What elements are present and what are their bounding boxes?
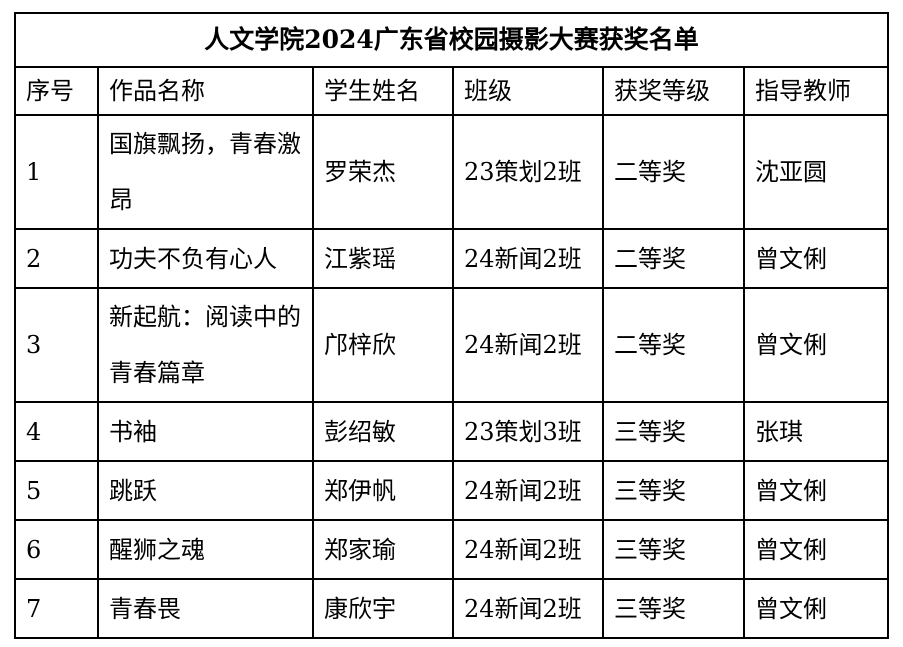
table-row: 5 跳跃 郑伊帆 24新闻2班 三等奖 曾文俐 (14, 460, 890, 521)
table-cell: 7 (14, 578, 99, 639)
table-cell: 罗荣杰 (312, 114, 454, 230)
header-cell-5: 指导教师 (742, 66, 890, 116)
table-cell: 24新闻2班 (452, 519, 604, 580)
table-cell: 书袖 (97, 401, 314, 462)
table-cell: 2 (14, 228, 99, 289)
table-title: 人文学院2024广东省校园摄影大赛获奖名单 (13, 12, 890, 68)
table-cell: 二等奖 (602, 114, 745, 230)
table-cell: 3 (14, 287, 99, 403)
header-cell-1: 作品名称 (97, 66, 314, 116)
table-cell: 三等奖 (602, 578, 745, 639)
table-cell: 沈亚圆 (742, 114, 890, 230)
table-row: 1 国旗飘扬，青春激昂 罗荣杰 23策划2班 二等奖 沈亚圆 (14, 114, 890, 230)
table-cell: 二等奖 (602, 228, 745, 289)
table-cell: 曾文俐 (742, 287, 890, 403)
table-cell: 康欣宇 (312, 578, 454, 639)
header-cell-4: 获奖等级 (602, 66, 745, 116)
table-cell: 24新闻2班 (452, 287, 604, 403)
table-cell: 三等奖 (602, 519, 745, 580)
table-row: 4 书袖 彭绍敏 23策划3班 三等奖 张琪 (14, 401, 890, 462)
table-cell: 24新闻2班 (452, 228, 604, 289)
header-cell-2: 学生姓名 (312, 66, 454, 116)
title-row: 人文学院2024广东省校园摄影大赛获奖名单 (13, 12, 890, 68)
header-row: 序号 作品名称 学生姓名 班级 获奖等级 指导教师 (14, 66, 890, 116)
table-cell: 曾文俐 (742, 519, 890, 580)
table-cell: 1 (14, 114, 99, 230)
table-cell: 郑家瑜 (312, 519, 454, 580)
table-cell: 三等奖 (602, 401, 745, 462)
table-row: 3 新起航：阅读中的青春篇章 邝梓欣 24新闻2班 二等奖 曾文俐 (14, 287, 890, 403)
table-cell: 郑伊帆 (312, 460, 454, 521)
table-cell: 新起航：阅读中的青春篇章 (97, 287, 314, 403)
table-cell: 功夫不负有心人 (97, 228, 314, 289)
table-cell: 国旗飘扬，青春激昂 (97, 114, 314, 230)
table-cell: 曾文俐 (742, 228, 890, 289)
table-row: 2 功夫不负有心人 江紫瑶 24新闻2班 二等奖 曾文俐 (14, 228, 890, 289)
table-cell: 5 (14, 460, 99, 521)
table-row: 7 青春畏 康欣宇 24新闻2班 三等奖 曾文俐 (14, 578, 890, 639)
header-cell-0: 序号 (14, 66, 99, 116)
table-cell: 青春畏 (97, 578, 314, 639)
table-row: 6 醒狮之魂 郑家瑜 24新闻2班 三等奖 曾文俐 (14, 519, 890, 580)
table-cell: 曾文俐 (742, 460, 890, 521)
table-cell: 江紫瑶 (312, 228, 454, 289)
header-cell-3: 班级 (452, 66, 604, 116)
table-cell: 三等奖 (602, 460, 745, 521)
table-cell: 4 (14, 401, 99, 462)
table-cell: 24新闻2班 (452, 578, 604, 639)
table-cell: 二等奖 (602, 287, 745, 403)
table-cell: 张琪 (742, 401, 890, 462)
table-cell: 6 (14, 519, 99, 580)
table-body: 1 国旗飘扬，青春激昂 罗荣杰 23策划2班 二等奖 沈亚圆 2 功夫不负有心人 江紫瑶 24新闻… (14, 114, 890, 639)
table-cell: 23策划3班 (452, 401, 604, 462)
table-cell: 邝梓欣 (312, 287, 454, 403)
table-cell: 24新闻2班 (452, 460, 604, 521)
table-cell: 曾文俐 (742, 578, 890, 639)
table-cell: 彭绍敏 (312, 401, 454, 462)
table-cell: 跳跃 (97, 460, 314, 521)
table-cell: 醒狮之魂 (97, 519, 314, 580)
table-cell: 23策划2班 (452, 114, 604, 230)
award-table: 人文学院2024广东省校园摄影大赛获奖名单 序号 作品名称 学生姓名 班级 获奖等级 指导… (13, 12, 890, 639)
